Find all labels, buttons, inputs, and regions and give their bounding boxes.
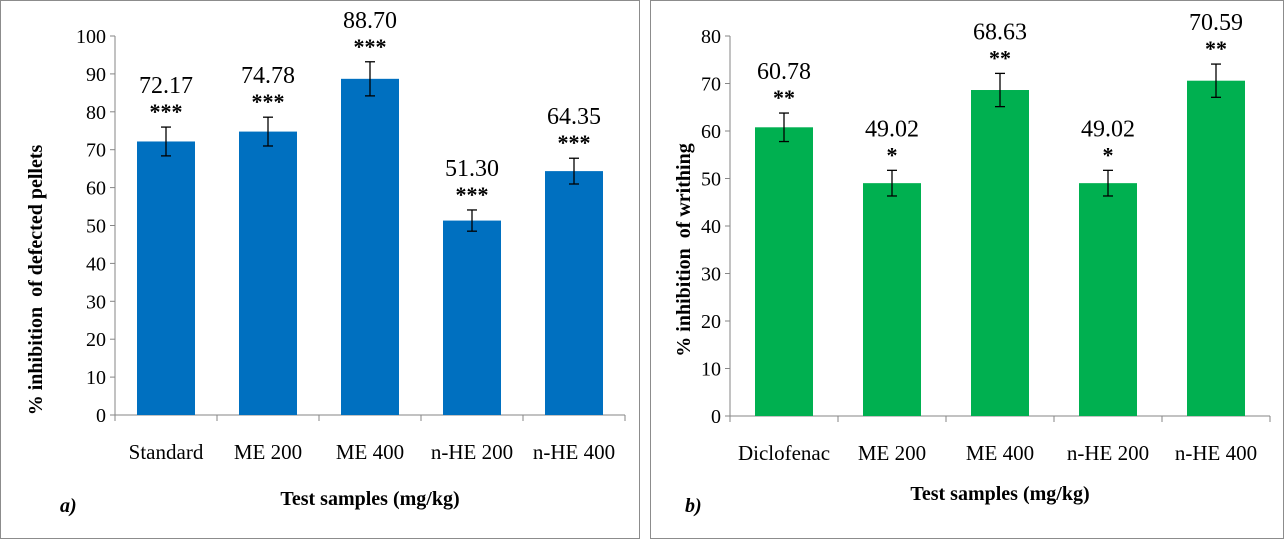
x-tick-label: ME 200	[858, 441, 926, 465]
y-tick-label: 20	[701, 311, 721, 333]
bar-a-4	[443, 220, 501, 415]
y-tick-label: 50	[86, 216, 106, 238]
bar-b-1	[755, 127, 813, 417]
data-label: 49.02	[1081, 116, 1135, 142]
y-tick-label: 10	[86, 367, 106, 389]
bar-b-3	[971, 90, 1029, 416]
bar-b-2	[863, 183, 921, 416]
y-tick-label: 10	[701, 359, 721, 381]
y-axis-title: % inhibition of defected pellets	[25, 145, 47, 416]
significance-label: *	[1103, 142, 1114, 167]
y-tick-label: 100	[76, 26, 106, 48]
y-tick-label: 40	[86, 253, 106, 275]
x-axis-title: Test samples (mg/kg)	[910, 483, 1089, 505]
panel-border	[0, 0, 640, 539]
y-axis-title: % inhibition of writhing	[673, 143, 695, 356]
significance-label: ***	[456, 182, 489, 207]
bar-a-2	[239, 131, 297, 415]
data-label: 88.70	[343, 8, 397, 34]
significance-label: ***	[354, 34, 387, 59]
x-tick-label: Diclofenac	[738, 441, 830, 465]
y-tick-label: 60	[86, 178, 106, 200]
y-tick-label: 30	[701, 264, 721, 286]
bar-b-4	[1079, 183, 1137, 416]
y-tick-label: 90	[86, 64, 106, 86]
bar-b-5	[1187, 80, 1245, 416]
y-tick-label: 20	[86, 329, 106, 351]
significance-label: **	[989, 45, 1011, 70]
data-label: 74.78	[241, 63, 295, 89]
data-label: 60.78	[757, 59, 811, 85]
data-label: 72.17	[139, 73, 193, 99]
significance-label: ***	[558, 130, 591, 155]
bar-a-3	[341, 78, 399, 416]
x-tick-label: ME 200	[234, 440, 302, 464]
x-tick-label: ME 400	[966, 441, 1034, 465]
y-tick-label: 0	[711, 406, 721, 428]
bar-a-5	[545, 171, 603, 415]
y-tick-label: 30	[86, 291, 106, 313]
y-tick-label: 80	[701, 26, 721, 48]
x-tick-label: ME 400	[336, 440, 404, 464]
data-label: 68.63	[973, 19, 1027, 45]
data-label: 51.30	[445, 156, 499, 182]
x-tick-label: n-HE 400	[1175, 441, 1257, 465]
significance-label: **	[773, 85, 795, 110]
significance-label: *	[887, 142, 898, 167]
data-label: 49.02	[865, 116, 919, 142]
y-tick-label: 40	[701, 216, 721, 238]
y-tick-label: 70	[86, 140, 106, 162]
significance-label: ***	[252, 89, 285, 114]
y-tick-label: 80	[86, 102, 106, 124]
bar-a-1	[137, 141, 195, 415]
chart-a-panel: 0102030405060708090100***72.17Standard**…	[0, 0, 640, 539]
y-tick-label: 60	[701, 121, 721, 143]
x-tick-label: n-HE 200	[1067, 441, 1149, 465]
chart-b-panel: 01020304050607080**60.78Diclofenac*49.02…	[650, 0, 1284, 539]
data-label: 70.59	[1189, 10, 1243, 36]
y-tick-label: 50	[701, 169, 721, 191]
x-tick-label: n-HE 200	[431, 440, 513, 464]
panel-label: b)	[685, 495, 702, 517]
significance-label: **	[1205, 36, 1227, 61]
panel-label: a)	[60, 495, 77, 517]
data-label: 64.35	[547, 104, 601, 130]
y-tick-label: 70	[701, 74, 721, 96]
y-tick-label: 0	[96, 405, 106, 427]
x-tick-label: Standard	[129, 440, 204, 464]
significance-label: ***	[150, 99, 183, 124]
x-axis-title: Test samples (mg/kg)	[280, 488, 459, 510]
x-tick-label: n-HE 400	[533, 440, 615, 464]
